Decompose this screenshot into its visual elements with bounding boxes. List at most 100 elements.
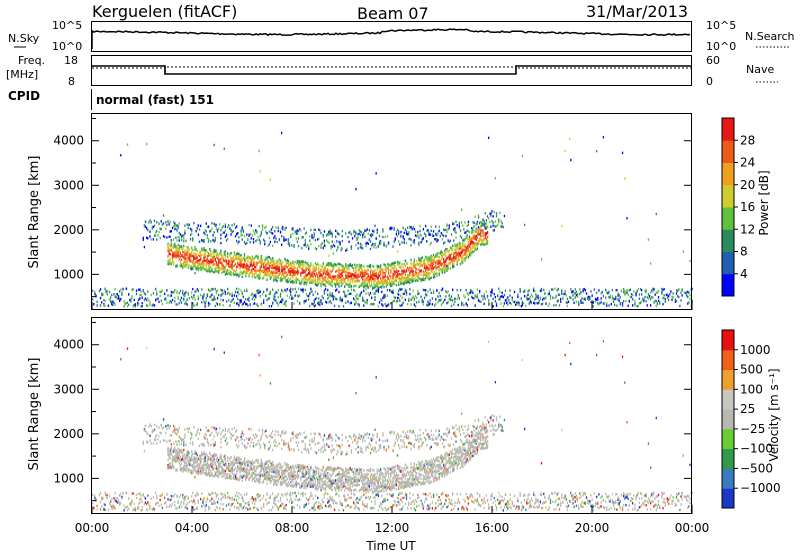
heatmap-cell: [229, 265, 231, 269]
heatmap-cell: [147, 304, 149, 307]
heatmap-cell: [414, 279, 417, 283]
heatmap-cell: [628, 289, 630, 292]
heatmap-cell: [306, 294, 309, 298]
heatmap-cell: [458, 245, 461, 248]
heatmap-cell: [315, 296, 318, 300]
heatmap-cell: [321, 274, 323, 278]
heatmap-cell: [142, 493, 144, 496]
heatmap-cell: [339, 276, 341, 280]
heatmap-cell: [565, 301, 567, 304]
heatmap-cell: [301, 263, 303, 266]
heatmap-cell: [434, 255, 436, 259]
heatmap-cell: [293, 270, 295, 273]
heatmap-cell: [423, 232, 426, 235]
heatmap-cell: [331, 278, 333, 282]
heatmap-cell: [133, 298, 135, 302]
heatmap-cell: [299, 294, 301, 297]
heatmap-cell: [220, 237, 222, 240]
heatmap-cell: [147, 432, 149, 436]
heatmap-cell: [517, 295, 519, 299]
heatmap-cell: [119, 290, 121, 293]
heatmap-cell: [390, 276, 392, 280]
heatmap-cell: [170, 301, 173, 304]
heatmap-cell: [363, 289, 365, 293]
heatmap-cell: [286, 273, 288, 277]
heatmap-cell: [326, 301, 328, 304]
heatmap-cell: [185, 257, 187, 260]
heatmap-cell: [337, 274, 339, 277]
heatmap-cell: [243, 265, 246, 269]
heatmap-cell: [270, 272, 273, 276]
heatmap-cell: [156, 229, 158, 233]
heatmap-cell: [392, 282, 394, 285]
heatmap-cell: [159, 227, 161, 230]
heatmap-cell: [348, 283, 350, 286]
heatmap-cell: [256, 263, 258, 266]
heatmap-cell: [401, 287, 403, 291]
heatmap-cell: [174, 300, 176, 303]
heatmap-cell: [203, 300, 205, 303]
heatmap-cell: [358, 232, 360, 235]
heatmap-cell: [264, 242, 266, 246]
heatmap-cell: [503, 214, 506, 218]
heatmap-cell: [152, 238, 155, 241]
heatmap-cell: [101, 496, 103, 500]
heatmap-cell: [259, 266, 261, 269]
heatmap-cell: [224, 268, 227, 271]
heatmap-cell: [399, 273, 401, 276]
heatmap-cell: [410, 298, 412, 301]
heatmap-cell: [213, 250, 215, 254]
heatmap-cell: [179, 256, 182, 259]
heatmap-cell: [423, 266, 426, 270]
heatmap-cell: [255, 295, 257, 299]
heatmap-cell: [185, 455, 187, 458]
heatmap-cell: [290, 235, 292, 239]
heatmap-cell: [319, 229, 321, 232]
heatmap-cell: [432, 276, 435, 279]
heatmap-cell: [376, 281, 378, 285]
heatmap-cell: [292, 297, 294, 300]
heatmap-cell: [441, 267, 444, 270]
heatmap-cell: [414, 273, 417, 276]
heatmap-cell: [194, 271, 196, 275]
heatmap-cell: [195, 266, 197, 270]
heatmap-cell: [348, 285, 350, 288]
heatmap-cell: [435, 265, 437, 268]
heatmap-cell: [297, 271, 300, 275]
heatmap-cell: [203, 293, 205, 296]
heatmap-cell: [382, 283, 384, 286]
heatmap-cell: [404, 273, 407, 276]
heatmap-cell: [374, 274, 376, 278]
heatmap-cell: [203, 239, 205, 242]
heatmap-cell: [174, 426, 176, 429]
heatmap-cell: [216, 263, 219, 266]
heatmap-cell: [416, 296, 418, 299]
heatmap-cell: [335, 285, 337, 288]
heatmap-cell: [371, 244, 373, 247]
heatmap-cell: [297, 237, 300, 240]
heatmap-cell: [432, 253, 435, 257]
heatmap-cell: [435, 233, 437, 236]
heatmap-cell: [436, 254, 438, 257]
heatmap-cell: [291, 244, 293, 247]
heatmap-cell: [284, 301, 286, 304]
heatmap-cell: [278, 268, 281, 271]
heatmap-cell: [327, 297, 329, 300]
heatmap-cell: [128, 303, 130, 307]
heatmap-cell: [348, 271, 350, 274]
heatmap-cell: [201, 247, 203, 250]
heatmap-cell: [360, 284, 363, 287]
heatmap-cell: [535, 296, 537, 299]
heatmap-cell: [177, 447, 179, 451]
heatmap-cell: [432, 291, 435, 294]
heatmap-cell: [209, 264, 211, 267]
heatmap-cell: [186, 466, 188, 469]
heatmap-cell: [152, 429, 155, 433]
heatmap-cell: [241, 275, 243, 279]
heatmap-cell: [120, 358, 122, 361]
heatmap-cell: [241, 233, 243, 237]
heatmap-cell: [282, 261, 284, 264]
heatmap-cell: [501, 222, 503, 225]
heatmap-cell: [535, 293, 537, 296]
heatmap-cell: [455, 257, 457, 261]
